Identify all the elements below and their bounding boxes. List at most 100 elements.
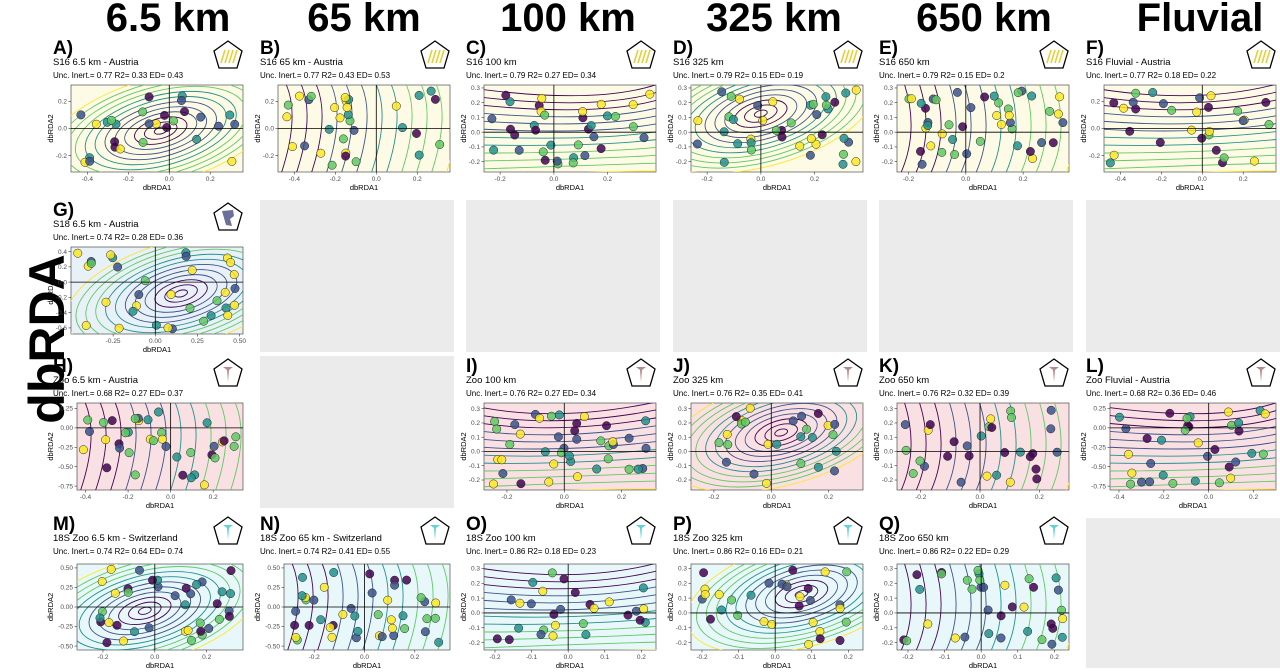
y-tick-label: -0.1 <box>882 144 894 151</box>
sample-point <box>835 603 845 613</box>
sample-point <box>170 591 180 601</box>
sample-point <box>700 590 710 599</box>
empty-panel <box>673 200 867 352</box>
sample-point <box>902 636 912 646</box>
sample-point <box>86 258 96 268</box>
y-tick-label: 0.0 <box>678 129 687 136</box>
contour-line <box>1104 146 1276 154</box>
x-axis-label: dbRDA1 <box>1179 501 1207 510</box>
sample-point <box>1005 477 1015 487</box>
y-tick-label: 0.1 <box>471 115 480 122</box>
contour-line <box>484 625 656 633</box>
contour-line <box>945 403 957 490</box>
contour-line <box>1104 139 1276 146</box>
contour-line <box>1050 403 1062 490</box>
y-tick-label: -0.25 <box>58 624 73 631</box>
reeds-pentagon-icon <box>420 40 450 69</box>
sample-point <box>1047 639 1057 649</box>
x-tick-label: 0.0 <box>961 176 970 183</box>
contour-line <box>1065 163 1069 172</box>
sample-point <box>1125 126 1135 136</box>
sample-point <box>714 590 724 599</box>
column-header: 100 km <box>500 0 636 40</box>
sample-point <box>795 592 805 602</box>
sample-point <box>549 609 559 619</box>
sample-point <box>548 631 558 641</box>
x-tick-label: -0.2 <box>696 654 708 661</box>
sample-point <box>130 414 140 424</box>
sample-point <box>196 112 206 122</box>
panel-letter: J) <box>673 356 690 377</box>
sample-point <box>764 578 774 588</box>
sample-point <box>1007 413 1016 422</box>
sample-point <box>1206 91 1216 101</box>
sample-point <box>1210 445 1220 454</box>
sample-point <box>186 473 196 483</box>
sample-point <box>796 432 806 442</box>
contour-line <box>1104 107 1276 118</box>
contour-line <box>1020 403 1032 490</box>
contour-line <box>691 85 847 159</box>
sample-point <box>81 321 91 330</box>
sample-point <box>603 454 613 464</box>
sample-point <box>553 432 563 442</box>
sample-point <box>106 115 116 125</box>
sample-point <box>230 284 240 293</box>
y-tick-label: -0.2 <box>263 153 275 160</box>
sample-point <box>639 604 649 614</box>
sample-point <box>383 595 393 605</box>
sample-point <box>492 424 502 434</box>
contour-line <box>94 96 227 166</box>
sample-point <box>804 639 814 649</box>
sample-point <box>912 570 922 580</box>
sample-point <box>937 147 947 157</box>
sample-point <box>186 448 196 457</box>
x-tick-label: 0.0 <box>977 654 986 661</box>
sample-point <box>214 614 224 624</box>
sample-point <box>134 290 144 300</box>
sample-point <box>556 604 566 614</box>
chart-title: Zoo 100 km <box>466 375 517 386</box>
sample-point <box>325 623 335 632</box>
sample-point <box>431 598 441 608</box>
scatter-plot: -0.2 0.0 0.2 -0.2 -0.1 0.0 0.1 0.2 0.3 dbRDA1 dbRD… <box>667 84 864 192</box>
sample-point <box>727 595 737 605</box>
y-tick-label: 0.0 <box>884 449 893 456</box>
sample-point <box>578 619 588 629</box>
sample-point <box>324 124 334 134</box>
sample-point <box>398 123 407 133</box>
sample-point <box>767 619 777 629</box>
sample-point <box>996 633 1006 643</box>
sample-point <box>349 125 359 135</box>
sample-point <box>505 439 515 449</box>
sample-point <box>916 98 926 108</box>
x-tick-label: -0.2 <box>495 176 507 183</box>
sample-point <box>559 574 569 584</box>
sample-point <box>762 478 771 488</box>
x-tick-label: 0.50 <box>233 338 246 345</box>
sample-point <box>950 150 960 159</box>
x-tick-label: 0.2 <box>209 494 218 501</box>
contour-line <box>98 586 192 636</box>
sample-point <box>288 142 297 152</box>
chart-panel-j: J) Zoo 325 km Unc. Inert.= 0.76 R2= 0.35 E… <box>667 356 867 514</box>
sample-point <box>183 625 193 635</box>
contour-line <box>1050 85 1062 172</box>
sample-point <box>1182 413 1192 423</box>
sample-point <box>528 577 538 587</box>
sample-point <box>319 582 329 592</box>
sample-point <box>373 610 383 620</box>
sample-point <box>547 568 557 578</box>
sample-point <box>204 624 214 633</box>
y-tick-label: 0.2 <box>471 100 480 107</box>
sample-point <box>505 97 515 107</box>
sample-point <box>430 613 440 623</box>
contour-line <box>484 602 656 611</box>
contour-line <box>764 423 798 442</box>
zoo-pentagon-icon <box>1039 358 1069 387</box>
sample-point <box>1015 447 1025 457</box>
sample-point <box>989 91 999 101</box>
contour-line <box>104 101 217 161</box>
sample-point <box>733 139 743 149</box>
zoo18-pentagon-icon <box>420 516 450 545</box>
